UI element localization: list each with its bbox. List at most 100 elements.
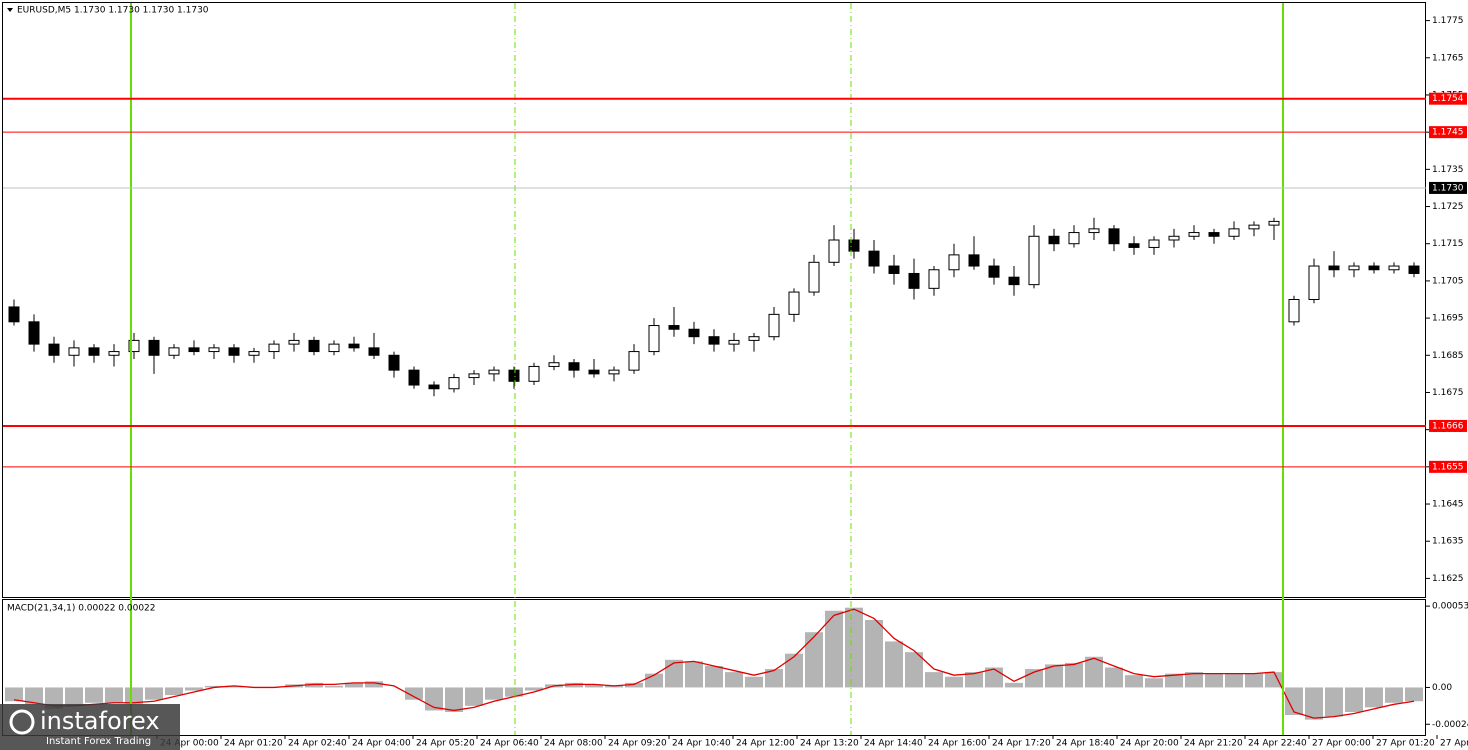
candle-body: [288, 339, 300, 345]
candle-body: [1208, 232, 1220, 237]
y-tick-label: 1.1765: [1432, 53, 1464, 63]
menu-arrow: [7, 8, 13, 12]
macd-bar: [665, 659, 683, 688]
y-tick-label: 1.1735: [1432, 165, 1464, 175]
candle-body: [248, 351, 260, 356]
price-title: EURUSD,M5 1.1730 1.1730 1.1730 1.1730: [17, 6, 209, 16]
candle-body: [268, 343, 280, 353]
x-tick-label: 24 Apr 17:20: [992, 739, 1051, 749]
level-label: 1.1655: [1432, 462, 1464, 472]
macd-bar: [365, 681, 383, 688]
last-price-label: 1.1730: [1432, 183, 1464, 193]
macd-bar: [225, 685, 243, 688]
candle-body: [768, 313, 780, 338]
candle-body: [1068, 232, 1080, 245]
y-tick-label: -0.00024: [1432, 720, 1468, 730]
macd-bar: [105, 687, 123, 703]
macd-bar: [765, 669, 783, 688]
level-box: [1429, 460, 1467, 473]
macd-bar: [1105, 667, 1123, 688]
logo: instaforex Instant Forex Trading: [0, 704, 180, 750]
candle-body: [588, 369, 600, 375]
macd-bar: [745, 676, 763, 688]
candle-body: [388, 354, 400, 371]
y-tick-label: 1.1645: [1432, 500, 1464, 510]
macd-bar: [485, 687, 503, 700]
candle-body: [1048, 235, 1060, 245]
macd-bar: [45, 687, 63, 709]
macd-bar: [1125, 675, 1143, 688]
macd-bar: [1385, 687, 1403, 703]
macd-bar: [925, 672, 943, 688]
macd-bar: [965, 672, 983, 688]
candle-body: [468, 373, 480, 379]
y-tick-label: 1.1705: [1432, 276, 1464, 286]
macd-bar: [585, 684, 603, 688]
macd-bar: [325, 685, 343, 688]
macd-bar: [125, 687, 143, 705]
price-frame: [2, 2, 1426, 598]
candle-body: [88, 347, 100, 356]
macd-title: MACD(21,34,1) 0.00022 0.00022: [7, 604, 156, 614]
candle-body: [228, 347, 240, 356]
candle-body: [1308, 265, 1320, 300]
candle-body: [1108, 228, 1120, 245]
x-tick-label: 24 Apr 02:40: [288, 739, 347, 749]
candle-body: [948, 254, 960, 271]
candle-body: [908, 272, 920, 289]
candle-body: [508, 369, 520, 382]
macd-bar: [705, 665, 723, 688]
candle-body: [48, 343, 60, 356]
candle-body: [68, 347, 80, 356]
candle-body: [1348, 265, 1360, 271]
macd-bar: [5, 687, 23, 702]
macd-bar: [1405, 687, 1423, 702]
macd-bar: [185, 687, 203, 691]
y-tick-label: 1.1635: [1432, 537, 1464, 547]
macd-bar: [825, 610, 843, 688]
y-tick-label: 1.1675: [1432, 388, 1464, 398]
macd-bar: [305, 682, 323, 688]
candle-body: [1368, 265, 1380, 271]
x-tick-label: 24 Apr 01:20: [224, 739, 283, 749]
x-tick-label: 24 Apr 21:20: [1184, 739, 1243, 749]
x-tick-label: 27 Apr 00:00: [1312, 739, 1371, 749]
macd-bar: [565, 682, 583, 688]
macd-bar: [1265, 672, 1283, 688]
logo-tagline: Instant Forex Trading: [46, 736, 151, 747]
y-tick-label: 1.1685: [1432, 351, 1464, 361]
x-tick-label: 24 Apr 13:20: [800, 739, 859, 749]
x-tick-label: 24 Apr 14:40: [864, 739, 923, 749]
candle-body: [968, 254, 980, 267]
candle-body: [748, 336, 760, 341]
candle-body: [848, 239, 860, 252]
macd-bar: [405, 687, 423, 700]
candle-body: [1028, 235, 1040, 286]
candle-body: [688, 328, 700, 338]
candle-body: [1168, 235, 1180, 241]
x-tick-label: 24 Apr 16:00: [928, 739, 987, 749]
macd-bar: [1285, 687, 1303, 716]
candle-body: [428, 384, 440, 390]
candle-body: [148, 339, 160, 356]
candle-body: [1128, 243, 1140, 248]
macd-bar: [1245, 673, 1263, 688]
last-price-box: [1429, 181, 1467, 194]
x-tick-label: 24 Apr 00:00: [160, 739, 219, 749]
candle-body: [888, 265, 900, 274]
candle-body: [568, 362, 580, 371]
macd-bar: [1365, 687, 1383, 708]
macd-bar: [845, 607, 863, 688]
macd-bar: [1145, 678, 1163, 688]
x-tick-label: 24 Apr 09:20: [608, 739, 667, 749]
logo-name: instaforex: [40, 707, 160, 735]
macd-frame: [2, 599, 1426, 736]
macd-bar: [625, 682, 643, 688]
x-tick-label: 24 Apr 10:40: [672, 739, 731, 749]
candle-body: [988, 265, 1000, 278]
y-tick-label: 1.1725: [1432, 202, 1464, 212]
signal-line: [13, 608, 1415, 719]
candle-body: [1248, 224, 1260, 230]
candle-body: [1008, 276, 1020, 286]
macd-bar: [445, 687, 463, 712]
